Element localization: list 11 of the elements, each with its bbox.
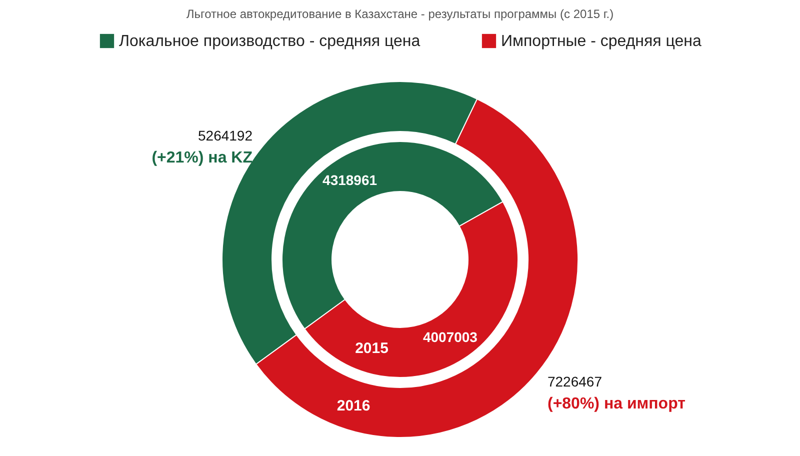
text: (+21%) на KZ bbox=[152, 150, 253, 167]
data-label: 7226467 bbox=[547, 373, 602, 390]
data-label: 4007003 bbox=[422, 328, 478, 345]
text: (+80%) на импорт bbox=[547, 395, 686, 412]
chart-title: Льготное автокредитование в Казахстане - результаты программы (с 2015 г.) bbox=[186, 7, 614, 21]
data-label: 5264192 bbox=[198, 128, 253, 144]
slice-label: 2016 bbox=[336, 397, 370, 414]
legend-label: Импортные - средняя цена bbox=[501, 33, 702, 50]
data-label: 4318961 bbox=[322, 172, 378, 188]
slice-label: 2015 bbox=[355, 340, 388, 358]
legend-label: Локальное производство - средняя цена bbox=[119, 33, 420, 50]
